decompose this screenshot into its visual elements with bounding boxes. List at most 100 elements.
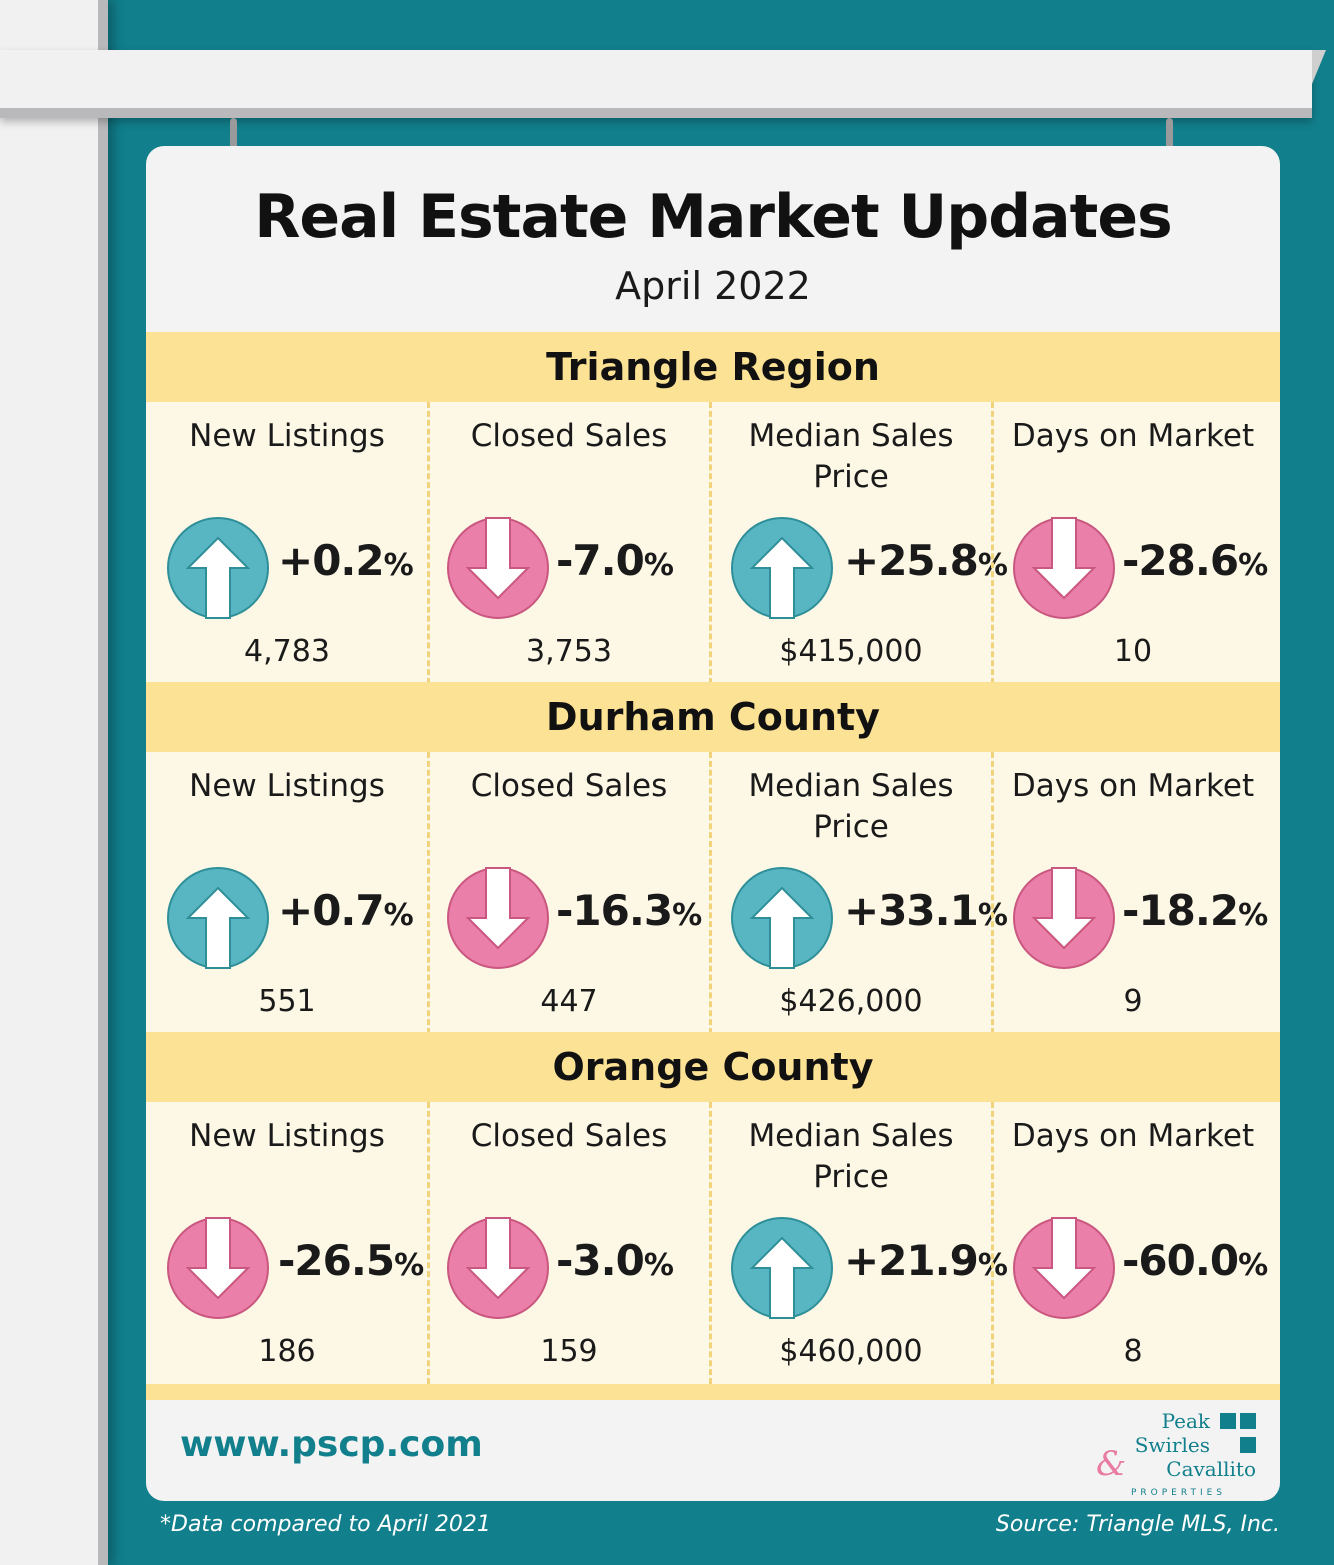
percent-change: -60.0% bbox=[1122, 1236, 1268, 1285]
company-logo: Peak Swirles & Cavallito PROPERTIES bbox=[1096, 1409, 1258, 1498]
percent-change-value: -26.5 bbox=[278, 1236, 395, 1285]
metric-value: 186 bbox=[258, 1334, 316, 1369]
percent-symbol: % bbox=[1238, 548, 1269, 583]
metric-label: Median Sales Price bbox=[748, 768, 954, 845]
region-header: Triangle Region bbox=[146, 332, 1280, 402]
page-subtitle: April 2022 bbox=[615, 264, 811, 308]
logo-ampersand: & bbox=[1096, 1444, 1127, 1484]
percent-change-value: -7.0 bbox=[556, 536, 645, 585]
arrow-down-icon bbox=[1012, 1216, 1116, 1320]
column-divider bbox=[991, 402, 994, 684]
sign-board: Real Estate Market Updates April 2022 Tr… bbox=[146, 146, 1280, 1501]
metric-value: 8 bbox=[1123, 1334, 1143, 1369]
website-link[interactable]: www.pscp.com bbox=[180, 1424, 483, 1465]
column-divider bbox=[709, 402, 712, 684]
metric-label: Median Sales Price bbox=[748, 1118, 954, 1195]
sign-post-arm-cap bbox=[1312, 50, 1326, 84]
percent-change-value: +0.2 bbox=[278, 536, 385, 585]
percent-change: -18.2% bbox=[1122, 886, 1268, 935]
metric-card: Median Sales Price +25.8% $415,000 bbox=[710, 402, 1008, 684]
logo-square bbox=[1240, 1413, 1256, 1429]
metric-value: $415,000 bbox=[779, 634, 923, 669]
percent-change: +33.1% bbox=[844, 886, 1008, 935]
metric-label: New Listings bbox=[189, 1118, 385, 1154]
percent-symbol: % bbox=[672, 898, 703, 933]
region-header: Durham County bbox=[146, 682, 1280, 752]
metric-card: Median Sales Price +21.9% $460,000 bbox=[710, 1102, 1008, 1384]
arrow-down-icon bbox=[446, 516, 550, 620]
arrow-up-icon bbox=[166, 866, 270, 970]
metrics-row: New Listings -26.5% 186 Closed Sales -3.0% 15… bbox=[146, 1102, 1280, 1384]
metric-label: Closed Sales bbox=[470, 418, 668, 454]
metric-card: Median Sales Price +33.1% $426,000 bbox=[710, 752, 1008, 1034]
percent-symbol: % bbox=[1238, 898, 1269, 933]
metric-value: $460,000 bbox=[779, 1334, 923, 1369]
percent-symbol: % bbox=[394, 1248, 425, 1283]
percent-change-value: +25.8 bbox=[844, 536, 979, 585]
metric-label: Median Sales Price bbox=[748, 418, 954, 495]
percent-change: +0.2% bbox=[278, 536, 414, 585]
percent-change: +0.7% bbox=[278, 886, 414, 935]
page-title: Real Estate Market Updates bbox=[254, 182, 1173, 252]
metric-value: 10 bbox=[1113, 634, 1153, 669]
percent-change: -28.6% bbox=[1122, 536, 1268, 585]
column-divider bbox=[427, 1102, 430, 1384]
arrow-up-icon bbox=[730, 866, 834, 970]
percent-change-value: -16.3 bbox=[556, 886, 673, 935]
column-divider bbox=[427, 402, 430, 684]
percent-symbol: % bbox=[383, 548, 414, 583]
logo-subtitle: PROPERTIES bbox=[1130, 1488, 1226, 1498]
metric-card: Closed Sales -7.0% 3,753 bbox=[428, 402, 710, 684]
metrics-row: New Listings +0.2% 4,783 Closed Sales -7.0% 3… bbox=[146, 402, 1280, 684]
arrow-up-icon bbox=[730, 1216, 834, 1320]
percent-change: -7.0% bbox=[556, 536, 674, 585]
logo-line-3: Cavallito bbox=[1166, 1457, 1256, 1481]
metric-label: New Listings bbox=[189, 768, 385, 804]
arrow-down-icon bbox=[1012, 516, 1116, 620]
percent-symbol: % bbox=[1238, 1248, 1269, 1283]
percent-change: -3.0% bbox=[556, 1236, 674, 1285]
region-header: Orange County bbox=[146, 1032, 1280, 1102]
metric-label: Closed Sales bbox=[470, 1118, 668, 1154]
percent-change: -26.5% bbox=[278, 1236, 424, 1285]
column-divider bbox=[709, 752, 712, 1034]
metric-value: $426,000 bbox=[779, 984, 923, 1019]
metric-label: Days on Market bbox=[1011, 418, 1255, 454]
metrics-row: New Listings +0.7% 551 Closed Sales -16.3% 44… bbox=[146, 752, 1280, 1034]
percent-symbol: % bbox=[643, 548, 674, 583]
metric-value: 159 bbox=[540, 1334, 598, 1369]
percent-change-value: +21.9 bbox=[844, 1236, 979, 1285]
logo-square bbox=[1220, 1413, 1236, 1429]
sign-post bbox=[0, 0, 108, 1565]
percent-change-value: -18.2 bbox=[1122, 886, 1239, 935]
percent-change: +21.9% bbox=[844, 1236, 1008, 1285]
percent-change-value: -3.0 bbox=[556, 1236, 645, 1285]
metric-value: 3,753 bbox=[526, 634, 612, 669]
percent-symbol: % bbox=[383, 898, 414, 933]
percent-change: +25.8% bbox=[844, 536, 1008, 585]
bottom-band bbox=[146, 1384, 1280, 1400]
percent-change-value: +33.1 bbox=[844, 886, 979, 935]
source-note: Source: Triangle MLS, Inc. bbox=[995, 1512, 1280, 1537]
metric-card: Days on Market -60.0% 8 bbox=[992, 1102, 1274, 1384]
metric-card: Days on Market -18.2% 9 bbox=[992, 752, 1274, 1034]
metric-value: 447 bbox=[540, 984, 598, 1019]
percent-change-value: -28.6 bbox=[1122, 536, 1239, 585]
arrow-down-icon bbox=[1012, 866, 1116, 970]
percent-change-value: +0.7 bbox=[278, 886, 385, 935]
logo-line-1: Peak bbox=[1161, 1409, 1210, 1433]
metric-card: New Listings -26.5% 186 bbox=[146, 1102, 428, 1384]
column-divider bbox=[709, 1102, 712, 1384]
arrow-up-icon bbox=[166, 516, 270, 620]
percent-change-value: -60.0 bbox=[1122, 1236, 1239, 1285]
percent-symbol: % bbox=[643, 1248, 674, 1283]
metric-label: Closed Sales bbox=[470, 768, 668, 804]
metric-card: New Listings +0.7% 551 bbox=[146, 752, 428, 1034]
metric-card: Closed Sales -3.0% 159 bbox=[428, 1102, 710, 1384]
footnote: *Data compared to April 2021 bbox=[160, 1512, 491, 1537]
column-divider bbox=[991, 752, 994, 1034]
logo-line-2: Swirles bbox=[1134, 1433, 1210, 1457]
logo-square bbox=[1240, 1437, 1256, 1453]
column-divider bbox=[991, 1102, 994, 1384]
arrow-down-icon bbox=[166, 1216, 270, 1320]
